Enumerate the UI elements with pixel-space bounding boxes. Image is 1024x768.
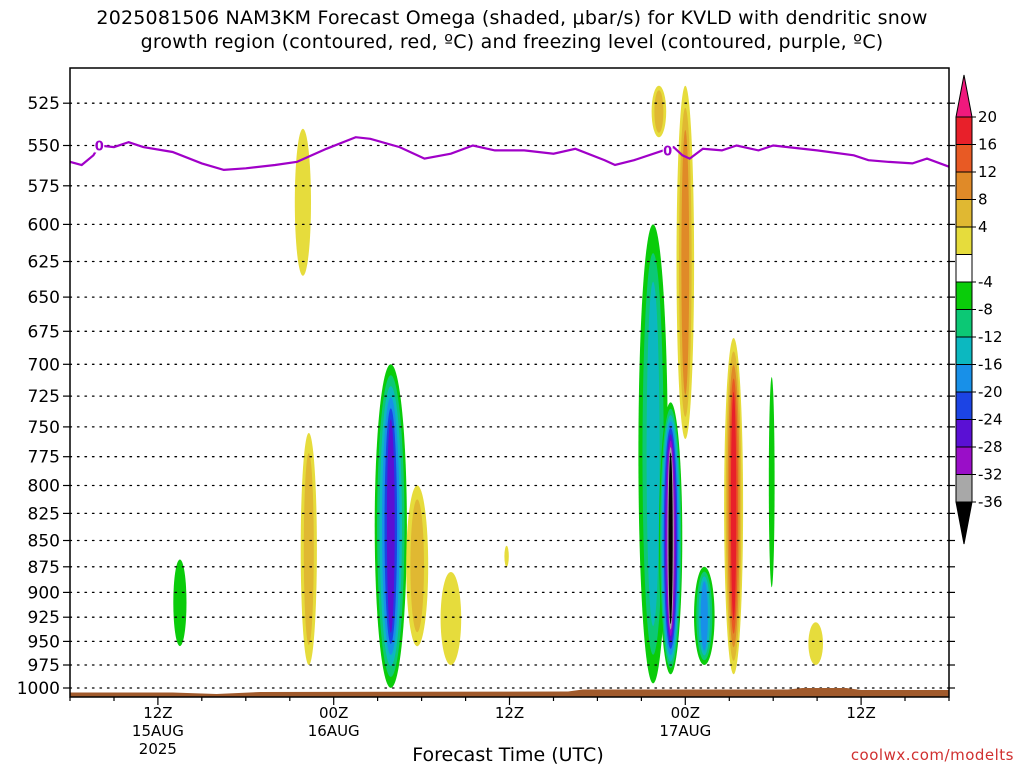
y-tick-label-750: 750 — [28, 418, 60, 438]
x-tick-label-3: 00Z — [671, 704, 700, 722]
colorbar-label-8: -16 — [978, 356, 1003, 374]
colorbar-box-8 — [955, 336, 973, 365]
omega-cell-5-level-0 — [440, 572, 462, 665]
y-tick-label-775: 775 — [28, 448, 60, 468]
terrain-surface — [70, 688, 949, 697]
colorbar-label-10: -24 — [978, 411, 1003, 429]
terrain-fill — [70, 688, 949, 697]
omega-shading — [173, 85, 823, 688]
omega-cell-11-level-3 — [700, 581, 708, 651]
colorbar-label-1: 16 — [978, 136, 997, 154]
x-tick-label-0: 12Z — [143, 704, 172, 722]
colorbar-label-0: 20 — [978, 108, 997, 126]
y-tick-label-650: 650 — [28, 288, 60, 308]
omega-cell-1-level-0 — [294, 128, 311, 276]
omega-cell-2-level-1 — [303, 453, 314, 645]
x-axis-title: Forecast Time (UTC) — [412, 744, 604, 766]
y-tick-label-600: 600 — [28, 215, 60, 235]
colorbar-label-9: -20 — [978, 383, 1003, 401]
chart-title: 2025081506 NAM3KM Forecast Omega (shaded… — [0, 6, 1024, 54]
colorbar-box-1 — [955, 144, 973, 173]
y-tick-label-700: 700 — [28, 355, 60, 375]
freezing-label-bg-0 — [94, 137, 105, 153]
colorbar-box-6 — [955, 281, 973, 310]
y-tick-label-725: 725 — [28, 387, 60, 407]
colorbar-top-triangle — [955, 74, 973, 118]
y-tick-label-875: 875 — [28, 558, 60, 578]
omega-cell-6-level-0 — [504, 545, 509, 567]
omega-cell-9-level-8 — [668, 452, 673, 625]
y-tick-label-950: 950 — [28, 632, 60, 652]
chart-title-line-2: growth region (contoured, red, ºC) and f… — [140, 31, 884, 53]
omega-cell-0-level-0 — [173, 559, 187, 647]
omega-cell-3-level-5 — [386, 419, 395, 633]
y-tick-label-825: 825 — [28, 504, 60, 524]
x-date-label-0: 15AUG — [132, 722, 184, 740]
freezing-level-line — [70, 136, 949, 172]
y-tick-label-550: 550 — [28, 137, 60, 157]
colorbar-box-12 — [955, 446, 973, 475]
colorbar-label-3: 8 — [978, 191, 988, 209]
y-tick-label-675: 675 — [28, 322, 60, 342]
y-tick-label-975: 975 — [28, 656, 60, 676]
colorbar-box-11 — [955, 419, 973, 448]
colorbar-box-10 — [955, 391, 973, 420]
freezing-level-label-0: 0 — [95, 140, 104, 155]
colorbar-label-7: -12 — [978, 328, 1003, 346]
colorbar-label-11: -28 — [978, 438, 1003, 456]
x-tick-label-4: 12Z — [846, 704, 875, 722]
colorbar-box-5 — [955, 254, 973, 283]
y-tick-label-525: 525 — [28, 94, 60, 114]
chart-title-line-1: 2025081506 NAM3KM Forecast Omega (shaded… — [96, 7, 928, 29]
omega-cell-13-level-0 — [768, 377, 775, 588]
y-tick-label-900: 900 — [28, 583, 60, 603]
y-tick-label-850: 850 — [28, 532, 60, 552]
colorbar-bottom-triangle — [955, 501, 973, 545]
pressure-gridlines — [69, 102, 950, 689]
colorbar-box-13 — [955, 474, 973, 503]
y-axis: 525 550 575 600 625 650 675 700 725 750 775 800 825 8… — [17, 94, 955, 699]
colorbar-label-6: -8 — [978, 301, 993, 319]
colorbar-label-4: 4 — [978, 218, 988, 236]
colorbar-box-0 — [955, 116, 973, 145]
y-tick-label-800: 800 — [28, 477, 60, 497]
x-date-label-3: 17AUG — [659, 722, 711, 740]
colorbar-label-12: -32 — [978, 466, 1003, 484]
colorbar-box-3 — [955, 199, 973, 228]
colorbar-box-4 — [955, 226, 973, 255]
omega-cell-7-level-1 — [654, 90, 664, 133]
omega-cell-10-level-2 — [681, 130, 690, 395]
omega-cell-8-level-2 — [646, 281, 660, 626]
colorbar-label-5: -4 — [978, 273, 993, 291]
colorbar-box-2 — [955, 171, 973, 200]
x-date-label-1: 16AUG — [308, 722, 360, 740]
colorbar-label-2: 12 — [978, 163, 997, 181]
omega-cell-12-level-4 — [730, 392, 737, 621]
colorbar-box-7 — [955, 309, 973, 338]
colorbar: 20 16 12 8 4 -4 -8 -12 -16 -20 -24 -28 -32 -36 — [955, 74, 1003, 545]
y-tick-label-625: 625 — [28, 253, 60, 273]
omega-cell-4-level-1 — [410, 499, 425, 633]
y-tick-label-1000: 1000 — [17, 679, 60, 699]
x-tick-label-2: 12Z — [495, 704, 524, 722]
x-year-label-0: 2025 — [139, 740, 177, 758]
y-tick-label-575: 575 — [28, 177, 60, 197]
freezing-level-label-1: 0 — [663, 144, 672, 159]
colorbar-box-9 — [955, 364, 973, 393]
x-tick-label-1: 00Z — [319, 704, 348, 722]
omega-cell-14-level-0 — [808, 622, 823, 665]
y-tick-label-925: 925 — [28, 608, 60, 628]
colorbar-label-13: -36 — [978, 493, 1003, 511]
freezing-label-bg-1 — [662, 142, 673, 158]
watermark: coolwx.com/modelts — [850, 746, 1014, 764]
